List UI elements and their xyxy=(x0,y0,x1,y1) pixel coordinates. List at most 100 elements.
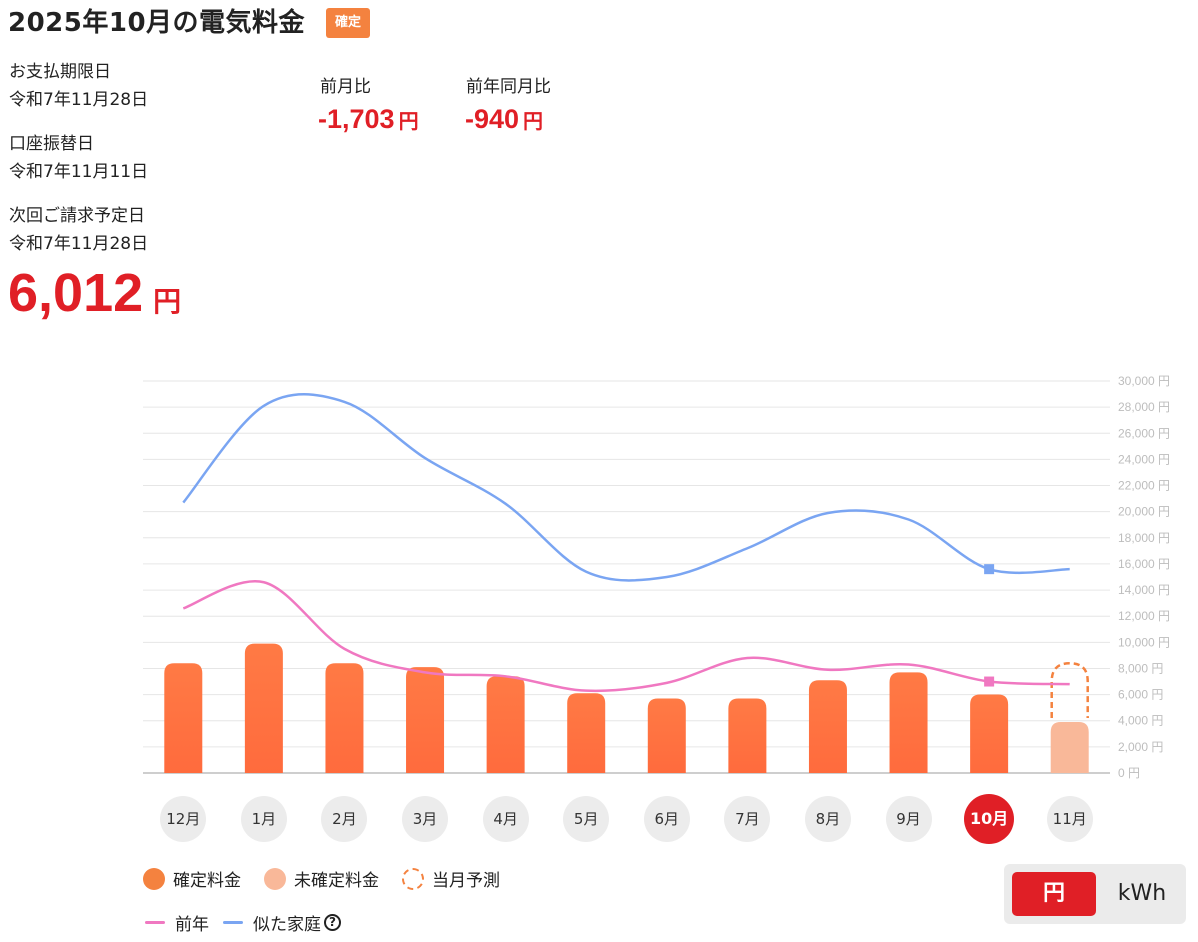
unit-kwh-button[interactable]: kWh xyxy=(1117,881,1167,906)
prev-year-label: 前年同月比 xyxy=(466,77,551,97)
legend-unconfirmed-label: 未確定料金 xyxy=(294,871,379,891)
prev-year-point xyxy=(423,670,427,674)
legend-confirmed: 確定料金 xyxy=(143,866,241,891)
confirmed-bar xyxy=(889,672,928,773)
prev-year-point xyxy=(907,663,911,667)
confirmed-bar xyxy=(164,663,203,773)
y-tick-label: 20,000 円 xyxy=(1118,505,1170,519)
y-tick-label: 22,000 円 xyxy=(1118,479,1170,493)
confirmed-bar xyxy=(808,680,847,773)
electricity-chart: 0 円 2,000 円 4,000 円 6,000 円 8,000 円 10,000 円 1… xyxy=(143,374,1170,780)
month-button[interactable]: 3月 xyxy=(402,796,449,842)
similar-household-point xyxy=(342,400,346,404)
similar-household-point xyxy=(423,456,427,460)
month-button[interactable]: 12月 xyxy=(160,796,207,842)
month-button[interactable]: 11月 xyxy=(1046,796,1093,842)
prev-year-point xyxy=(181,606,185,610)
next-billing-value: 令和7年11月28日 xyxy=(9,234,149,254)
y-tick-label: 26,000 円 xyxy=(1118,426,1170,440)
prev-year-line xyxy=(182,579,1070,693)
y-tick-label: 28,000 円 xyxy=(1118,400,1170,414)
debit-date-value: 令和7年11月11日 xyxy=(9,162,149,182)
y-tick-label: 2,000 円 xyxy=(1118,740,1163,754)
total-amount-value: 6,012 xyxy=(8,263,144,323)
confirmed-bar xyxy=(486,676,525,773)
due-date-label: お支払期限日 xyxy=(9,62,111,82)
month-button[interactable]: 8月 xyxy=(804,796,851,842)
legend-confirmed-label: 確定料金 xyxy=(173,871,241,891)
month-button[interactable]: 1月 xyxy=(240,796,287,842)
prev-month-label: 前月比 xyxy=(320,77,371,97)
total-amount-unit: 円 xyxy=(153,286,182,317)
status-badge: 確定 xyxy=(326,8,370,38)
legend-prev-year-swatch xyxy=(145,921,165,924)
similar-household-line xyxy=(182,393,1070,582)
similar-household-point xyxy=(665,575,669,579)
y-tick-label: 10,000 円 xyxy=(1118,635,1170,649)
month-button[interactable]: 6月 xyxy=(643,796,690,842)
prev-month-diff: -1,703 円 xyxy=(318,104,419,135)
prev-year-diff-unit: 円 xyxy=(523,111,544,133)
due-date-value: 令和7年11月28日 xyxy=(9,90,149,110)
legend-forecast-label: 当月予測 xyxy=(432,871,500,891)
similar-household-selected-marker xyxy=(984,564,995,575)
legend-similar: 似た家庭 ? xyxy=(223,910,341,935)
unconfirmed-bar xyxy=(1050,722,1089,773)
y-tick-label: 18,000 円 xyxy=(1118,531,1170,545)
prev-year-selected-marker xyxy=(984,676,995,687)
prev-month-diff-unit: 円 xyxy=(398,111,419,133)
prev-year-point xyxy=(665,681,669,685)
similar-household-point xyxy=(181,501,185,505)
y-tick-label: 16,000 円 xyxy=(1118,557,1170,571)
confirmed-bar xyxy=(970,694,1009,773)
similar-household-point xyxy=(826,511,830,515)
month-button[interactable]: 2月 xyxy=(321,796,368,842)
help-icon[interactable]: ? xyxy=(324,914,341,931)
month-button[interactable]: 10月 xyxy=(964,794,1015,844)
prev-year-point xyxy=(262,580,266,584)
prev-year-point xyxy=(342,647,346,651)
month-button[interactable]: 4月 xyxy=(482,796,529,842)
y-tick-label: 14,000 円 xyxy=(1118,583,1170,597)
similar-household-point xyxy=(1068,567,1072,571)
prev-year-point xyxy=(1068,682,1072,686)
legend-similar-label: 似た家庭 xyxy=(253,915,321,935)
similar-household-point xyxy=(262,404,266,408)
prev-year-point xyxy=(584,689,588,693)
prev-year-diff: -940 円 xyxy=(465,104,543,135)
prev-year-diff-value: -940 xyxy=(465,104,520,134)
legend-unconfirmed: 未確定料金 xyxy=(264,866,379,891)
similar-household-point xyxy=(745,546,749,550)
legend-forecast: 当月予測 xyxy=(402,866,500,891)
confirmed-bar xyxy=(647,698,686,773)
unit-yen-button[interactable]: 円 xyxy=(1012,872,1096,916)
unit-toggle: 円 kWh xyxy=(1004,864,1186,924)
similar-household-point xyxy=(907,518,911,522)
legend-forecast-swatch xyxy=(402,867,424,890)
legend-prev-year: 前年 xyxy=(145,910,209,935)
y-tick-label: 6,000 円 xyxy=(1118,688,1163,702)
forecast-outline xyxy=(1050,661,1089,719)
y-tick-label: 0 円 xyxy=(1118,766,1140,780)
confirmed-bar xyxy=(567,693,606,773)
y-tick-label: 30,000 円 xyxy=(1118,374,1170,388)
similar-household-point xyxy=(584,570,588,574)
month-button[interactable]: 7月 xyxy=(724,796,771,842)
legend-prev-year-label: 前年 xyxy=(175,915,209,935)
confirmed-bar xyxy=(244,643,283,773)
legend-similar-swatch xyxy=(223,921,243,924)
month-button[interactable]: 5月 xyxy=(563,796,610,842)
similar-household-point xyxy=(504,502,508,506)
legend-confirmed-swatch xyxy=(143,867,165,890)
next-billing-label: 次回ご請求予定日 xyxy=(9,206,145,226)
month-button[interactable]: 9月 xyxy=(885,796,932,842)
confirmed-bar xyxy=(728,698,767,773)
prev-year-point xyxy=(504,674,508,678)
prev-year-point xyxy=(745,656,749,660)
page-title: 2025年10月の電気料金 xyxy=(8,8,306,38)
y-tick-label: 12,000 円 xyxy=(1118,609,1170,623)
total-amount: 6,012 円 xyxy=(8,262,181,324)
y-tick-label: 8,000 円 xyxy=(1118,661,1163,675)
legend-unconfirmed-swatch xyxy=(264,867,286,890)
prev-month-diff-value: -1,703 xyxy=(318,104,395,134)
